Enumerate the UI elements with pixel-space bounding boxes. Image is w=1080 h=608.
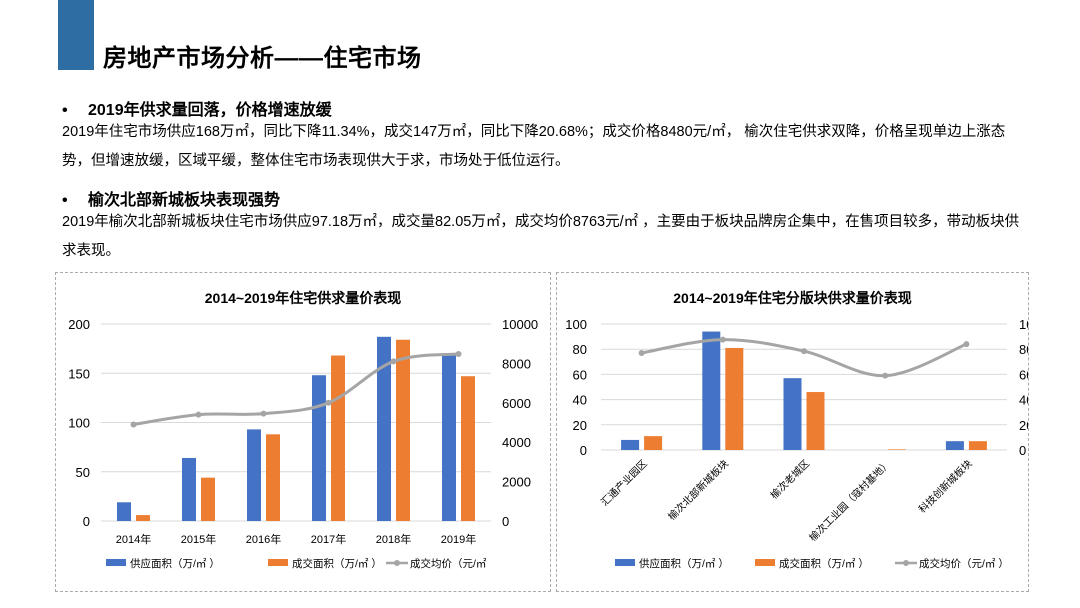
page-title: 房地产市场分析——住宅市场 [103,45,422,72]
chart-district: 2014~2019年住宅分版块供求量价表现 0 20 40 60 80 100 0 2000 40… [565,290,1055,570]
left-axis-tick: 0 [83,514,90,529]
left-axis-tick: 50 [76,465,90,480]
bar-supply [182,457,196,521]
right-axis-tick: 10000 [1019,317,1028,332]
legend-label: 供应面积（万/㎡ ） [639,557,729,570]
right-axis-tick: 0 [1019,443,1026,458]
bar-deal [461,376,475,521]
left-axis-tick: 150 [68,366,90,381]
left-axis-tick: 0 [580,443,587,458]
legend-label: 成交面积（万/㎡ ） [779,557,869,570]
bar-supply [783,378,802,450]
left-axis-tick: 60 [573,367,587,382]
price-point [719,336,726,343]
bar-supply [377,336,391,521]
right-axis-tick: 8000 [1019,342,1028,357]
price-point [130,421,137,428]
chart-panel-yearly: 2014~2019年住宅供求量价表现 0 50 100 150 200 0 2000 4000 6… [55,272,551,592]
legend-marker [394,560,400,566]
left-axis-tick: 100 [68,416,90,431]
accent-bar [58,0,94,70]
price-point [195,411,202,418]
chart-panel-district: 2014~2019年住宅分版块供求量价表现 0 20 40 60 80 100 0 2000 40… [556,272,1055,592]
bar-deal [201,477,215,521]
section-body-2: 2019年榆次北部新城板块住宅市场供应97.18万㎡，成交量82.05万㎡，成交… [62,214,1020,259]
category-label: 2019年 [441,532,476,546]
category-label: 科技创新城板块 [916,457,975,516]
legend-label: 成交均价（元/㎡ [410,557,487,570]
bar-deal [644,436,663,450]
bar-deal [887,449,906,450]
chart-yearly: 2014~2019年住宅供求量价表现0501001502000200040006… [68,290,538,570]
left-axis-tick: 40 [573,393,587,408]
category-label: 2015年 [181,532,216,546]
bar-supply [945,441,964,450]
section-heading-2: • 榆次北部新城板块表现强势 [62,186,280,210]
right-axis-tick: 4000 [502,435,531,450]
category-label: 榆次工业园（寇村基地） [806,457,893,544]
left-axis-tick: 200 [68,317,90,332]
bar-deal [266,434,280,521]
category-label: 汇通产业园区 [598,457,650,509]
bullet: • [62,192,68,209]
right-axis-tick: 8000 [502,356,531,371]
bar-deal [136,515,150,521]
category-label: 2017年 [311,532,346,546]
bar-supply [702,331,721,450]
section-heading-1: • 2019年供求量回落，价格增速放缓 [62,96,332,120]
bar-supply [621,439,640,450]
legend-swatch [755,559,775,566]
price-line [133,352,459,426]
price-point [882,372,889,379]
category-label: 榆次北部新城板块 [665,457,731,523]
price-point [390,358,397,365]
price-point [325,399,332,406]
legend-label: 成交面积（万/㎡ ） [292,557,382,570]
right-axis-tick: 4000 [1019,393,1028,408]
heading-text: 榆次北部新城板块表现强势 [88,192,281,209]
category-label: 2018年 [376,532,411,546]
category-label: 2014年 [116,532,151,546]
bar-deal [331,355,345,521]
left-axis-tick: 80 [573,342,587,357]
left-axis-tick: 100 [565,317,587,332]
price-point [638,349,645,356]
price-point [455,350,462,357]
bar-deal [396,339,410,521]
right-axis-tick: 6000 [502,396,531,411]
category-label: 2016年 [246,532,281,546]
legend-label: 供应面积（万/㎡ ） [130,557,220,570]
legend-marker [903,560,909,566]
heading-text: 2019年供求量回落，价格增速放缓 [88,102,332,119]
bar-supply [247,429,261,521]
legend-swatch [106,559,126,566]
chart-title: 2014~2019年住宅供求量价表现 [205,290,401,306]
right-axis-tick: 6000 [1019,367,1028,382]
price-point [963,341,970,348]
bar-deal [806,392,825,450]
bar-supply [117,502,131,521]
right-axis-tick: 2000 [502,475,531,490]
legend-swatch [268,559,288,566]
category-label: 榆次老城区 [768,457,813,502]
bar-deal [725,347,744,450]
bullet: • [62,102,68,119]
price-point [801,348,807,355]
price-line [641,338,967,378]
bar-supply [312,375,326,521]
chart-title: 2014~2019年住宅分版块供求量价表现 [673,290,911,306]
bar-supply [442,355,456,521]
right-axis-tick: 10000 [502,317,538,332]
bar-deal [968,441,987,450]
right-axis-tick: 2000 [1019,418,1028,433]
left-axis-tick: 20 [573,418,587,433]
legend-label: 成交均价（元/㎡ ） [919,557,1009,570]
legend-swatch [615,559,635,566]
section-body-1: 2019年住宅市场供应168万㎡，同比下降11.34%，成交147万㎡，同比下降… [62,124,1006,169]
right-axis-tick: 0 [502,514,509,529]
price-point [260,410,267,417]
